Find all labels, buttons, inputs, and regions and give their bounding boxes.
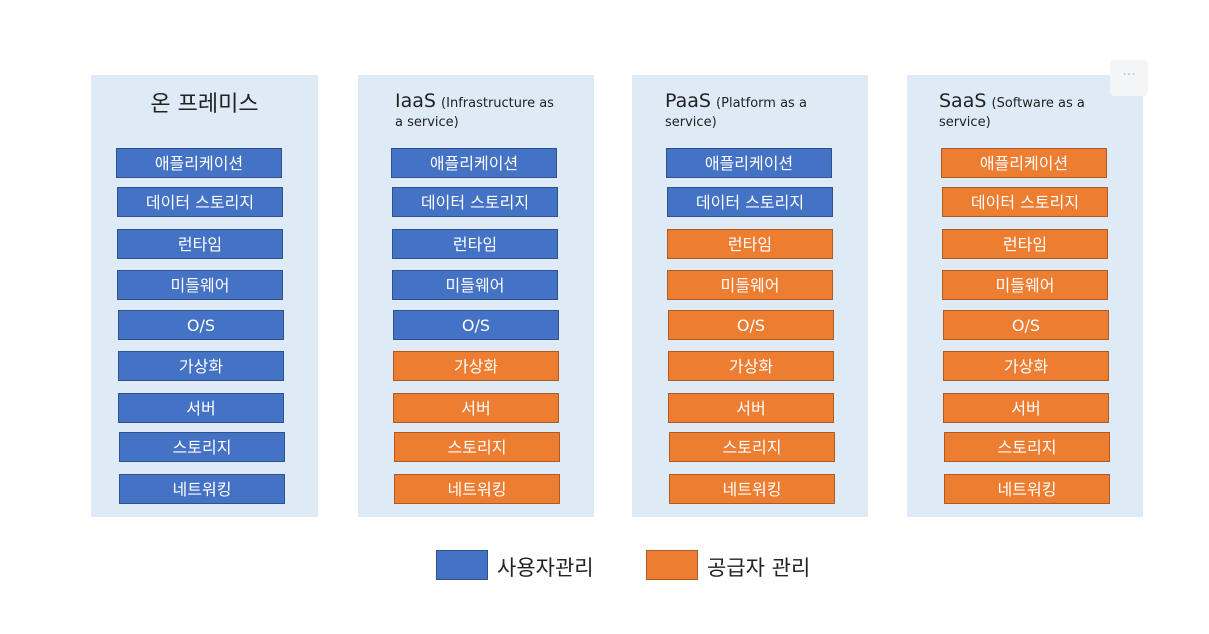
title-sub: (Infrastructure as: [441, 96, 554, 111]
title-sub-2: service): [665, 114, 717, 130]
layer-middleware: 미들웨어: [392, 270, 558, 300]
layer-os: O/S: [118, 310, 284, 340]
title-sub: (Platform as a: [716, 96, 807, 111]
layer-runtime: 런타임: [942, 229, 1108, 259]
column-title: SaaS (Software as a service): [939, 91, 1085, 130]
layer-middleware: 미들웨어: [117, 270, 283, 300]
layer-networking: 네트워킹: [394, 474, 560, 504]
layer-virtualization: 가상화: [118, 351, 284, 381]
column-paas: PaaS (Platform as a service) 애플리케이션 데이터 …: [632, 75, 868, 517]
column-saas: SaaS (Software as a service) 애플리케이션 데이터 …: [907, 75, 1143, 517]
layer-storage: 스토리지: [119, 432, 285, 462]
layer-runtime: 런타임: [117, 229, 283, 259]
column-iaas: IaaS (Infrastructure as a service) 애플리케이…: [358, 75, 594, 517]
title-main: PaaS: [665, 90, 711, 112]
column-title: IaaS (Infrastructure as a service): [395, 91, 554, 130]
legend-provider-label: 공급자 관리: [707, 556, 811, 580]
column-on-premise: 온 프레미스 애플리케이션 데이터 스토리지 런타임 미들웨어 O/S 가상화 …: [91, 75, 318, 517]
more-horizontal-icon[interactable]: ···: [1110, 60, 1148, 96]
layer-application: 애플리케이션: [116, 148, 282, 178]
layer-networking: 네트워킹: [944, 474, 1110, 504]
layer-middleware: 미들웨어: [942, 270, 1108, 300]
layer-storage: 스토리지: [394, 432, 560, 462]
title-sub-2: a service): [395, 114, 459, 130]
legend: 사용자관리 공급자 관리: [0, 548, 1209, 584]
layer-virtualization: 가상화: [943, 351, 1109, 381]
column-title: PaaS (Platform as a service): [665, 91, 807, 130]
title-sub: (Software as a: [991, 96, 1085, 111]
layer-networking: 네트워킹: [119, 474, 285, 504]
layer-os: O/S: [668, 310, 834, 340]
layer-storage: 스토리지: [944, 432, 1110, 462]
layer-application: 애플리케이션: [391, 148, 557, 178]
legend-provider-swatch: [646, 550, 698, 580]
layer-data-storage: 데이터 스토리지: [117, 187, 283, 217]
title-main: IaaS: [395, 90, 436, 112]
layer-data-storage: 데이터 스토리지: [667, 187, 833, 217]
layer-os: O/S: [393, 310, 559, 340]
layer-application: 애플리케이션: [941, 148, 1107, 178]
layer-server: 서버: [943, 393, 1109, 423]
layer-virtualization: 가상화: [393, 351, 559, 381]
layer-server: 서버: [393, 393, 559, 423]
layer-data-storage: 데이터 스토리지: [392, 187, 558, 217]
title-sub-2: service): [939, 114, 991, 130]
legend-user-label: 사용자관리: [497, 556, 594, 580]
layer-application: 애플리케이션: [666, 148, 832, 178]
layer-middleware: 미들웨어: [667, 270, 833, 300]
layer-virtualization: 가상화: [668, 351, 834, 381]
layer-data-storage: 데이터 스토리지: [942, 187, 1108, 217]
layer-networking: 네트워킹: [669, 474, 835, 504]
column-title: 온 프레미스: [150, 92, 259, 117]
layer-server: 서버: [118, 393, 284, 423]
layer-server: 서버: [668, 393, 834, 423]
layer-storage: 스토리지: [669, 432, 835, 462]
layer-os: O/S: [943, 310, 1109, 340]
title-main: SaaS: [939, 90, 987, 112]
legend-user-swatch: [436, 550, 488, 580]
layer-runtime: 런타임: [667, 229, 833, 259]
layer-runtime: 런타임: [392, 229, 558, 259]
